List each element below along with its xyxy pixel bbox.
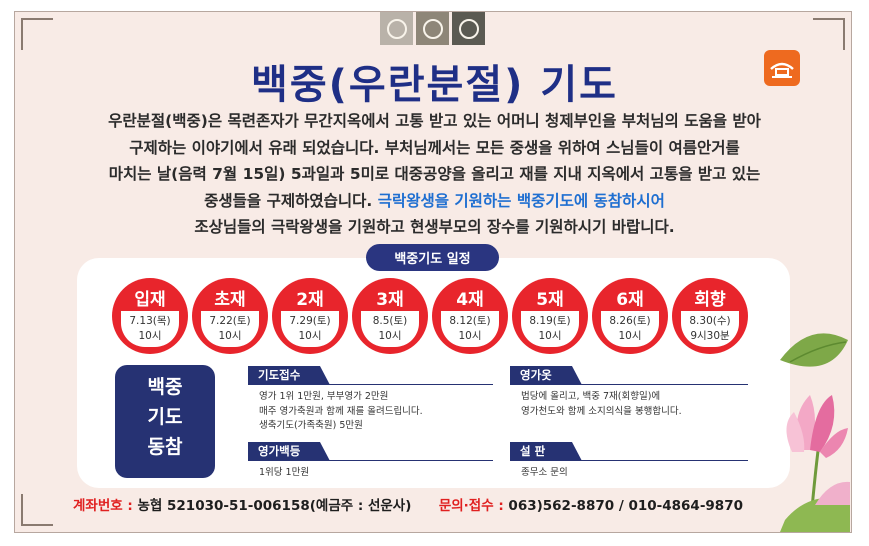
join-line: 동참: [147, 436, 183, 458]
divider: [572, 384, 748, 385]
intro-line: 조상님들의 극락왕생을 기원하고 현생부모의 장수를 기원하시기 바랍니다.: [194, 218, 675, 236]
join-box: 백중 기도 동참: [115, 365, 215, 478]
ritual-date: 8.30(수): [689, 315, 731, 327]
section-clothes: 영가옷 법당에 올리고, 백중 7재(회향일)에 영가천도와 함께 소지의식을 …: [510, 366, 748, 419]
contact-label: 문의·접수 :: [438, 498, 509, 514]
ritual-time: 10시: [618, 330, 642, 342]
intro-highlight: 극락왕생을 기원하는 백중기도에 동참하시어: [377, 191, 665, 210]
account-value: 농협 521030-51-006158(예금주 : 선운사): [137, 498, 412, 514]
page-title: 백중(우란분절) 기도: [251, 62, 618, 108]
dharma-emblem-icon: [452, 12, 485, 45]
ritual-name: 4재: [456, 290, 484, 310]
schedule-item: 초재 7.22(토) 10시: [192, 278, 268, 354]
dharma-emblem-icon: [380, 12, 413, 45]
section-line: 1위당 1만원: [259, 467, 310, 478]
emblem-row: [380, 12, 485, 45]
ritual-date: 8.12(토): [449, 315, 491, 327]
join-line: 백중: [147, 376, 183, 398]
section-title: 설 판: [510, 442, 582, 461]
ritual-date: 7.22(토): [209, 315, 251, 327]
ritual-time: 10시: [458, 330, 482, 342]
schedule-item: 회향 8.30(수) 9시30분: [672, 278, 748, 354]
divider: [320, 460, 493, 461]
account-label: 계좌번호 :: [73, 498, 138, 514]
schedule-item: 3재 8.5(토) 10시: [352, 278, 428, 354]
schedule-item: 4재 8.12(토) 10시: [432, 278, 508, 354]
ritual-name: 6재: [616, 290, 644, 310]
footer: 계좌번호 : 농협 521030-51-006158(예금주 : 선운사) 문의…: [73, 494, 743, 514]
corner-ornament: [813, 18, 845, 50]
intro-line: 우란분절(백중)은 목련존자가 무간지옥에서 고통 받고 있는 어머니 청제부인…: [108, 112, 761, 130]
ritual-time: 10시: [538, 330, 562, 342]
ritual-name: 5재: [536, 290, 564, 310]
corner-ornament: [21, 18, 53, 50]
section-line: 생축기도(가족축원) 5만원: [259, 420, 363, 431]
ritual-name: 2재: [296, 290, 324, 310]
lotus-flower-icon: [780, 333, 850, 532]
ritual-time: 10시: [298, 330, 322, 342]
section-title: 영가옷: [510, 366, 582, 385]
section-offering: 설 판 종무소 문의: [510, 442, 748, 481]
ritual-date: 8.19(토): [529, 315, 571, 327]
section-line: 매주 영가축원과 함께 재를 올려드립니다.: [259, 405, 423, 417]
ritual-name: 입재: [134, 290, 166, 310]
section-line: 법당에 올리고, 백중 7재(회향일)에: [521, 391, 661, 402]
ritual-date: 8.26(토): [609, 315, 651, 327]
intro-line: 마치는 날(음력 7월 15일) 5과일과 5미로 대중공양을 올리고 재를 지…: [108, 165, 761, 183]
join-line: 기도: [147, 406, 183, 428]
divider: [320, 384, 493, 385]
ritual-date: 7.13(목): [129, 315, 171, 327]
ritual-time: 10시: [138, 330, 162, 342]
intro-text: 우란분절(백중)은 목련존자가 무간지옥에서 고통 받고 있는 어머니 청제부인…: [40, 108, 829, 241]
schedule-item: 2재 7.29(토) 10시: [272, 278, 348, 354]
ritual-time: 9시30분: [690, 330, 730, 342]
ritual-date: 7.29(토): [289, 315, 331, 327]
dharma-emblem-icon: [416, 12, 449, 45]
ritual-name: 회향: [694, 290, 726, 310]
section-line: 영가천도와 함께 소지의식을 봉행합니다.: [521, 405, 682, 417]
intro-line: 구제하는 이야기에서 유래 되었습니다. 부처님께서는 모든 중생을 위하여 스…: [129, 138, 740, 157]
section-title: 영가백등: [248, 442, 330, 461]
section-line: 종무소 문의: [521, 467, 568, 478]
schedule-title: 백중기도 일정: [366, 244, 499, 271]
divider: [572, 460, 748, 461]
schedule-item: 5재 8.19(토) 10시: [512, 278, 588, 354]
schedule-list: 입재 7.13(목) 10시 초재 7.22(토) 10시 2재 7.29(토) 10시 3…: [112, 278, 772, 363]
ritual-name: 3재: [376, 290, 404, 310]
section-line: 영가 1위 1만원, 부부영가 2만원: [259, 391, 389, 402]
ritual-time: 10시: [218, 330, 242, 342]
ritual-time: 10시: [378, 330, 402, 342]
section-lamp: 영가백등 1위당 1만원: [248, 442, 493, 481]
section-reception: 기도접수 영가 1위 1만원, 부부영가 2만원 매주 영가축원과 함께 재를 …: [248, 366, 493, 434]
ritual-name: 초재: [214, 290, 246, 310]
intro-line-text: 중생들을 구제하였습니다.: [204, 191, 378, 210]
temple-logo-icon: [764, 50, 800, 86]
contact-value: 063)562-8870 / 010-4864-9870: [508, 498, 743, 514]
schedule-item: 입재 7.13(목) 10시: [112, 278, 188, 354]
corner-ornament: [21, 494, 53, 526]
intro-line: 중생들을 구제하였습니다. 극락왕생을 기원하는 백중기도에 동참하시어: [40, 188, 829, 215]
section-title: 기도접수: [248, 366, 330, 385]
schedule-item: 6재 8.26(토) 10시: [592, 278, 668, 354]
ritual-date: 8.5(토): [372, 315, 408, 327]
